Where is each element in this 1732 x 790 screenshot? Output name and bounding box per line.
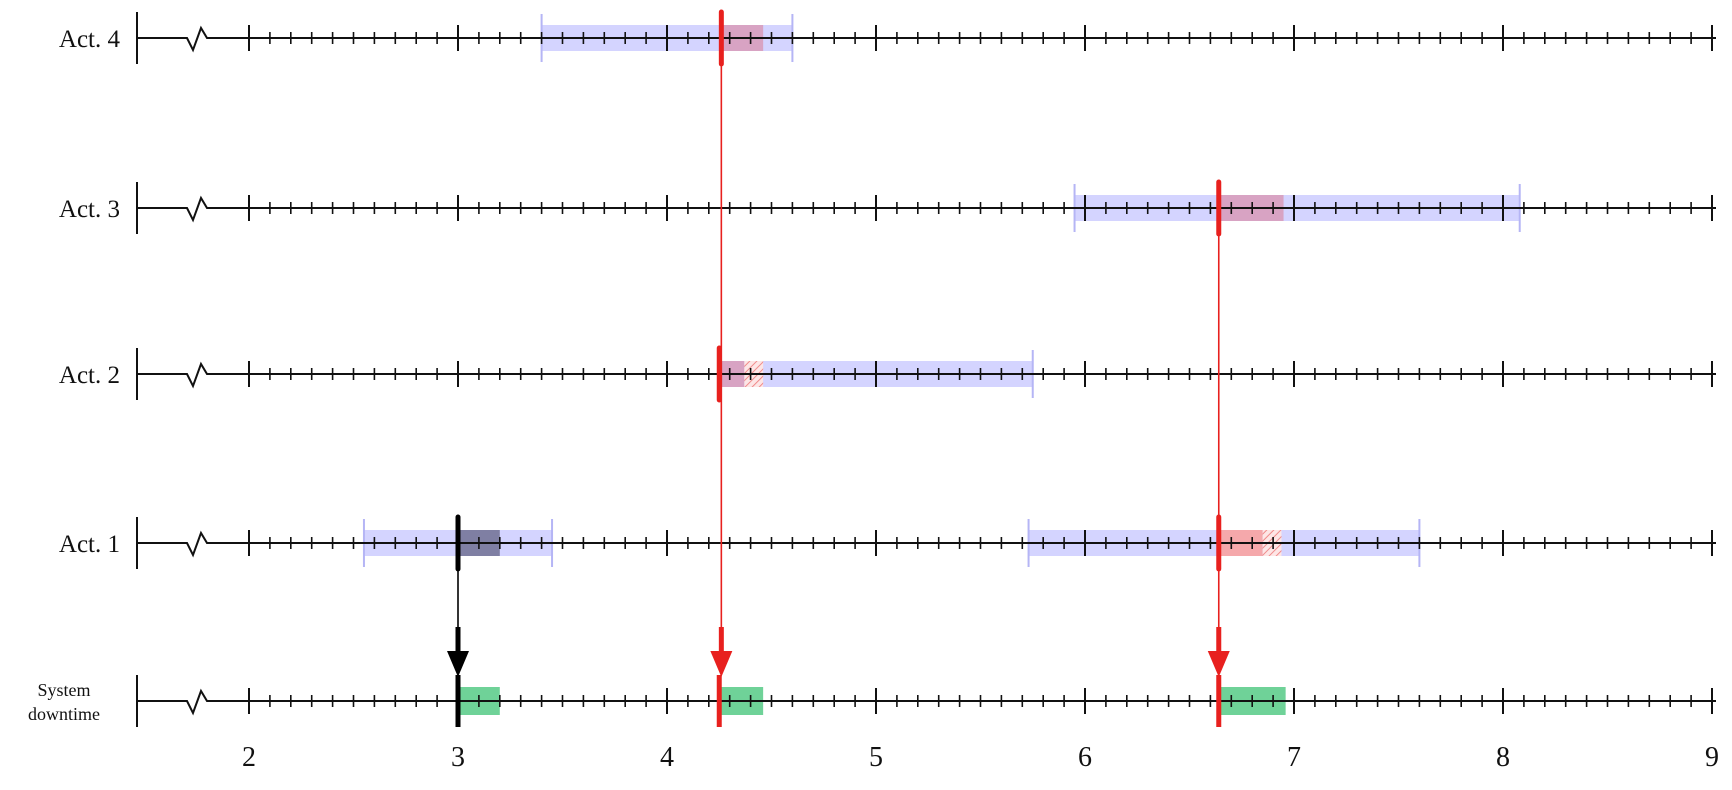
row-axis-act2 <box>136 348 1716 400</box>
x-tick-label-9: 9 <box>1705 742 1719 773</box>
row-label-act2: Act. 2 <box>59 362 120 389</box>
x-tick-label-5: 5 <box>869 742 883 773</box>
row-axis-act4 <box>136 12 1716 64</box>
arrow-down-icon-2 <box>1207 651 1230 677</box>
x-tick-label-7: 7 <box>1287 742 1301 773</box>
row-label-line-0: System <box>37 680 90 700</box>
axis-layer <box>136 12 1716 727</box>
label-layer: Act. 4 Act. 3 Act. 2 Act. 1 System downtime 2 3… <box>28 26 1719 773</box>
row-axis-act3 <box>136 182 1716 234</box>
x-tick-label-6: 6 <box>1078 742 1092 773</box>
x-tick-label-2: 2 <box>242 742 256 773</box>
arrow-down-icon-1 <box>710 651 733 677</box>
row-axis-act1 <box>136 517 1716 569</box>
x-tick-label-4: 4 <box>660 742 674 773</box>
row-label-act1: Act. 1 <box>59 531 120 558</box>
axis-break-icon <box>137 195 249 223</box>
row-axis-downtime <box>136 675 1716 727</box>
axis-break-icon <box>137 688 249 716</box>
arrow-down-icon-0 <box>447 651 469 677</box>
link-layer <box>447 9 1230 727</box>
row-label-act4: Act. 4 <box>59 26 121 53</box>
axis-break-icon <box>137 361 249 389</box>
x-tick-label-3: 3 <box>451 742 465 773</box>
x-tick-label-8: 8 <box>1496 742 1510 773</box>
row-label-line-1: downtime <box>28 704 100 724</box>
row-label-act3: Act. 3 <box>59 196 120 223</box>
axis-break-icon <box>137 530 249 558</box>
axis-break-icon <box>137 25 249 53</box>
window-layer <box>362 14 1521 715</box>
